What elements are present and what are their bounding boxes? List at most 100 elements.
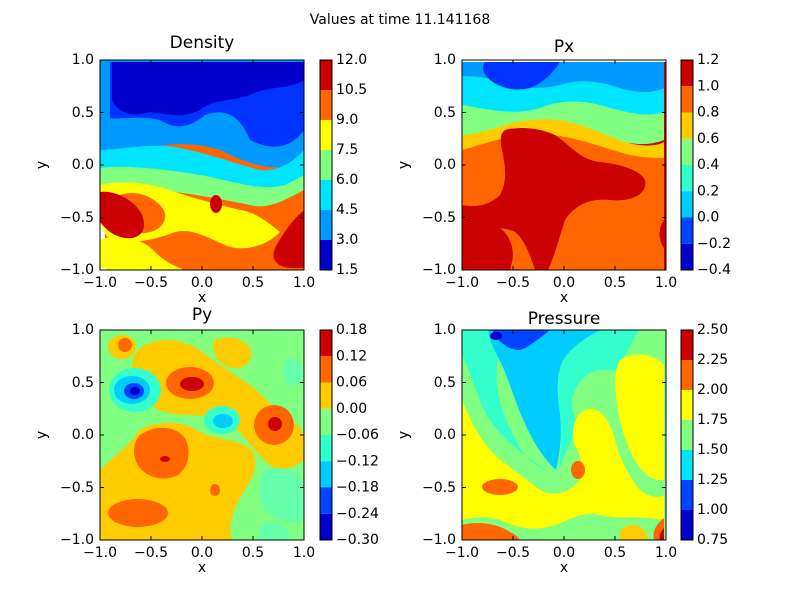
px-xticks: −1.0 −0.5 0.0 0.5 1.0	[445, 275, 677, 291]
pressure-xtick-label: −0.5	[496, 545, 530, 561]
density-xtick-label: 0.0	[191, 275, 213, 291]
py-colorbar-tick: 0.06	[336, 375, 367, 391]
density-xticks: −1.0 −0.5 0.0 0.5 1.0	[83, 275, 315, 291]
pressure-title: Pressure	[528, 309, 601, 329]
px-panel: Px −1.0 −0.5 0.0 0.5 1.0 −1.0 −0.5 0.0	[396, 37, 731, 306]
py-xtick-label: −1.0	[83, 545, 117, 561]
density-ytick-label: −1.0	[60, 262, 94, 278]
density-contour-field	[100, 60, 304, 270]
px-xtick-label: 1.0	[655, 275, 677, 291]
pressure-ytick-label: −1.0	[422, 532, 456, 548]
pressure-yticks: −1.0 −0.5 0.0 0.5 1.0	[422, 322, 456, 548]
py-ytick-label: 0.5	[72, 375, 94, 391]
pressure-colorbar-tick: 1.75	[697, 412, 728, 428]
pressure-ytick-label: 0.0	[434, 427, 456, 443]
pressure-ylabel: y	[396, 431, 412, 439]
px-ytick-label: 1.0	[434, 52, 456, 68]
density-colorbar-bands	[320, 60, 332, 270]
pressure-xtick-label: 1.0	[655, 545, 677, 561]
px-ylabel: y	[396, 161, 412, 169]
py-colorbar-tick: 0.18	[336, 322, 367, 338]
pressure-colorbar-tick: 1.50	[697, 442, 728, 458]
density-xlabel: x	[198, 290, 206, 306]
py-xtick-label: 0.5	[242, 545, 264, 561]
px-xtick-label: −1.0	[445, 275, 479, 291]
py-ytick-label: 0.0	[72, 427, 94, 443]
px-colorbar-tick: 0.0	[697, 210, 719, 226]
pressure-colorbar: 0.75 1.00 1.25 1.50 1.75 2.00 2.25 2.50	[680, 322, 728, 548]
py-xlabel: x	[198, 560, 206, 576]
py-contour-field	[100, 330, 304, 540]
py-ytick-label: −1.0	[60, 532, 94, 548]
pressure-tick-marks	[462, 330, 666, 540]
px-colorbar-tick: −0.2	[697, 236, 731, 252]
px-xlabel: x	[560, 290, 568, 306]
px-ytick-label: −1.0	[422, 262, 456, 278]
density-ytick-label: 0.5	[72, 105, 94, 121]
density-colorbar-tick: 6.0	[336, 172, 358, 188]
density-ytick-label: −0.5	[60, 210, 94, 226]
pressure-colorbar-tick: 0.75	[697, 532, 728, 548]
px-ytick-label: −0.5	[422, 210, 456, 226]
density-colorbar-tick: 9.0	[336, 112, 358, 128]
px-colorbar-tick: 0.4	[697, 157, 719, 173]
density-colorbar-tick: 10.5	[336, 82, 367, 98]
pressure-colorbar-tick: 1.00	[697, 502, 728, 518]
py-colorbar: −0.30 −0.24 −0.18 −0.12 −0.06 0.00 0.06 …	[319, 322, 379, 548]
pressure-xtick-label: −1.0	[445, 545, 479, 561]
pressure-colorbar-tick: 2.50	[697, 322, 728, 338]
pressure-colorbar-bands	[681, 330, 693, 540]
density-xtick-label: −1.0	[83, 275, 117, 291]
py-xtick-label: 1.0	[293, 545, 315, 561]
density-colorbar-tick: 1.5	[336, 262, 358, 278]
py-yticks: −1.0 −0.5 0.0 0.5 1.0	[60, 322, 94, 548]
py-colorbar-tick: 0.12	[336, 348, 367, 364]
density-ylabel: y	[34, 161, 50, 169]
py-colorbar-tick: −0.30	[336, 532, 379, 548]
px-colorbar: −0.4 −0.2 0.0 0.2 0.4 0.6 0.8 1.0 1.2	[680, 52, 731, 278]
pressure-colorbar-tick: 1.25	[697, 472, 728, 488]
py-colorbar-tick: −0.12	[336, 453, 379, 469]
px-colorbar-tick: 0.2	[697, 183, 719, 199]
pressure-ytick-label: −0.5	[422, 480, 456, 496]
py-title: Py	[192, 305, 212, 325]
px-yticks: −1.0 −0.5 0.0 0.5 1.0	[422, 52, 456, 278]
pressure-contour-field	[462, 330, 666, 540]
density-xtick-label: 0.5	[242, 275, 264, 291]
py-ytick-label: 1.0	[72, 322, 94, 338]
figure-suptitle: Values at time 11.141168	[310, 12, 491, 28]
px-colorbar-bands	[681, 60, 693, 270]
px-ytick-label: 0.5	[434, 105, 456, 121]
density-colorbar-tick: 3.0	[336, 232, 358, 248]
pressure-xlabel: x	[560, 560, 568, 576]
density-colorbar-tick: 12.0	[336, 52, 367, 68]
py-xtick-label: −0.5	[134, 545, 168, 561]
py-xticks: −1.0 −0.5 0.0 0.5 1.0	[83, 545, 315, 561]
px-colorbar-tick: −0.4	[697, 262, 731, 278]
py-panel: Py −1.0	[34, 305, 379, 576]
px-ytick-label: 0.0	[434, 157, 456, 173]
py-colorbar-bands	[320, 330, 332, 540]
pressure-ytick-label: 0.5	[434, 375, 456, 391]
density-xtick-label: 1.0	[293, 275, 315, 291]
px-tick-marks	[462, 60, 666, 270]
pressure-colorbar-tick: 2.25	[697, 352, 728, 368]
py-colorbar-tick: −0.18	[336, 480, 379, 496]
pressure-xtick-label: 0.5	[604, 545, 626, 561]
px-xtick-label: 0.5	[604, 275, 626, 291]
px-colorbar-tick: 1.2	[697, 52, 719, 68]
pressure-ytick-label: 1.0	[434, 322, 456, 338]
density-yticks: −1.0 −0.5 0.0 0.5 1.0	[60, 52, 94, 278]
px-xtick-label: 0.0	[553, 275, 575, 291]
py-colorbar-tick: −0.06	[336, 427, 379, 443]
density-colorbar-tick: 7.5	[336, 142, 358, 158]
density-xtick-label: −0.5	[134, 275, 168, 291]
py-ytick-label: −0.5	[60, 480, 94, 496]
py-colorbar-tick: 0.00	[336, 401, 367, 417]
px-xtick-label: −0.5	[496, 275, 530, 291]
px-contour-field	[462, 60, 666, 270]
py-colorbar-tick: −0.24	[336, 506, 379, 522]
px-title: Px	[554, 37, 574, 57]
density-tick-marks	[100, 60, 304, 270]
